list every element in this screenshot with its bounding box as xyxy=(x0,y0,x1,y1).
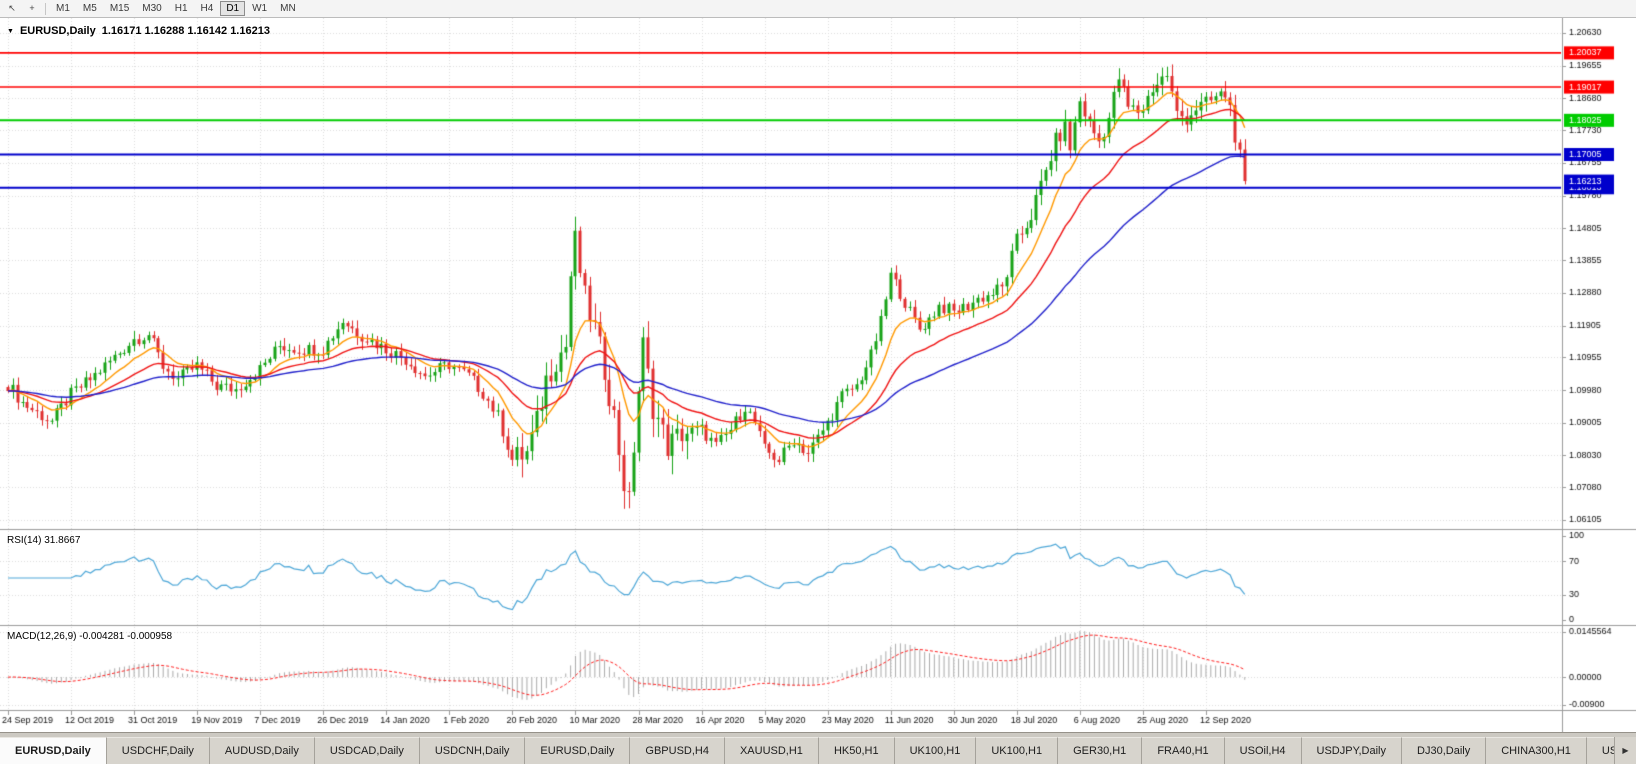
chart-tab-gbpusd-h4[interactable]: GBPUSD,H4 xyxy=(630,737,725,764)
timeframe-group: M1 M5 M15 M30 H1 H4 D1 W1 MN xyxy=(50,1,302,16)
tab-scroll-right-button[interactable]: ▶ xyxy=(1614,737,1636,764)
chart-tab-ger30-h1[interactable]: GER30,H1 xyxy=(1058,737,1143,764)
price-chart-canvas[interactable] xyxy=(0,18,1636,732)
chart-tab-audusd-daily[interactable]: AUDUSD,Daily xyxy=(209,737,315,764)
chart-tab-usdcnh-daily[interactable]: USDCNH,Daily xyxy=(419,737,526,764)
chart-tab-uk100-h1[interactable]: UK100,H1 xyxy=(976,737,1059,764)
chart-tabs: EURUSD,Daily USDCHF,Daily AUDUSD,Daily USDC… xyxy=(0,737,1614,764)
cursor-icon[interactable]: ↖ xyxy=(3,2,21,16)
chart-window: ▼ EURUSD,Daily 1.16171 1.16288 1.16142 1… xyxy=(0,18,1636,732)
timeframe-button-h4[interactable]: H4 xyxy=(195,1,220,16)
chart-tab-xauusd-h1[interactable]: XAUUSD,H1 xyxy=(724,737,819,764)
timeframe-button-m5[interactable]: M5 xyxy=(77,1,103,16)
chart-tab-usoil-h4[interactable]: USOil,H4 xyxy=(1224,737,1302,764)
timeframe-toolbar: ↖ + M1 M5 M15 M30 H1 H4 D1 W1 MN xyxy=(0,0,1636,18)
chevron-right-icon: ▶ xyxy=(1622,746,1629,755)
chart-tab-fra40-h1[interactable]: FRA40,H1 xyxy=(1142,737,1225,764)
chart-tab-usdjpy-daily[interactable]: USDJPY,Daily xyxy=(1301,737,1403,764)
timeframe-button-d1[interactable]: D1 xyxy=(220,1,246,16)
timeframe-button-h1[interactable]: H1 xyxy=(169,1,194,16)
timeframe-button-m15[interactable]: M15 xyxy=(104,1,135,16)
timeframe-button-w1[interactable]: W1 xyxy=(246,1,273,16)
chart-tab-china300-h1[interactable]: CHINA300,H1 xyxy=(1486,737,1587,764)
one-click-trading-arrow-icon[interactable]: ▼ xyxy=(7,27,14,35)
chart-tab-dj30-daily[interactable]: DJ30,Daily xyxy=(1402,737,1487,764)
crosshair-icon[interactable]: + xyxy=(23,2,41,16)
chart-tab-usoil-h4[interactable]: USOil,H4 xyxy=(1586,737,1614,764)
chart-tab-bar: EURUSD,Daily USDCHF,Daily AUDUSD,Daily USDC… xyxy=(0,732,1636,764)
chart-tab-uk100-h1[interactable]: UK100,H1 xyxy=(894,737,977,764)
toolbar-separator xyxy=(45,2,46,15)
chart-tab-usdcad-daily[interactable]: USDCAD,Daily xyxy=(314,737,420,764)
chart-tab-usdchf-daily[interactable]: USDCHF,Daily xyxy=(106,737,210,764)
chart-tab-eurusd-daily[interactable]: EURUSD,Daily xyxy=(525,737,631,764)
timeframe-button-mn[interactable]: MN xyxy=(274,1,302,16)
chart-tab-eurusd-daily[interactable]: EURUSD,Daily xyxy=(0,737,107,764)
toolbar-icon-group: ↖ + xyxy=(3,2,41,16)
timeframe-button-m1[interactable]: M1 xyxy=(50,1,76,16)
chart-tab-hk50-h1[interactable]: HK50,H1 xyxy=(818,737,895,764)
timeframe-button-m30[interactable]: M30 xyxy=(136,1,167,16)
